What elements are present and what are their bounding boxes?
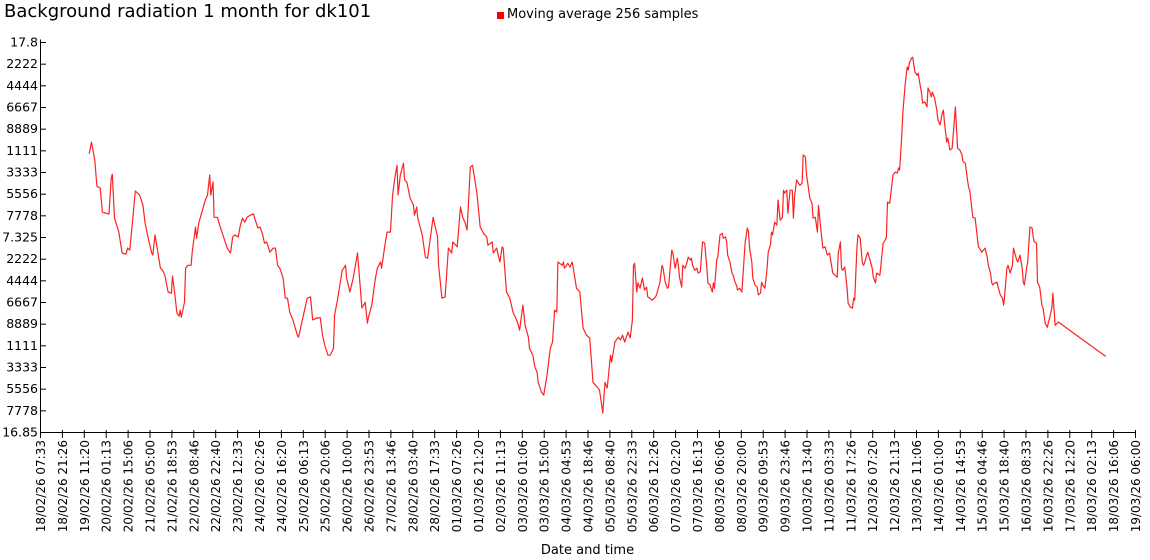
y-tick-label: 4444 [6, 78, 38, 93]
y-tick-label: 16.85 [2, 425, 38, 440]
x-tick-label: 10/03/26 13:40 [801, 440, 815, 532]
x-tick-label: 24/02/26 16:20 [275, 440, 289, 532]
x-tick-label: 09/03/26 23:46 [779, 440, 793, 532]
x-tick-label: 01/03/26 07:26 [450, 440, 464, 532]
x-tick-label: 18/02/26 21:26 [56, 440, 70, 532]
x-tick-label: 16/03/26 08:33 [1020, 440, 1034, 532]
legend-label: Moving average 256 samples [507, 7, 699, 22]
x-tick-label: 26/02/26 23:53 [363, 440, 377, 532]
x-tick-label: 28/02/26 03:40 [406, 440, 420, 532]
x-tick-label: 04/03/26 18:46 [582, 440, 596, 532]
x-tick-label: 18/02/26 07:33 [34, 440, 48, 532]
x-tick-label: 19/03/26 06:00 [1129, 440, 1143, 532]
x-tick-label: 20/02/26 01:13 [100, 440, 114, 532]
series-line [88, 56, 1107, 414]
x-tick-label: 28/02/26 17:33 [428, 440, 442, 532]
x-tick-label: 07/03/26 16:13 [691, 440, 705, 532]
x-tick-label: 07/03/26 02:20 [669, 440, 683, 532]
y-tick-label: 4444 [6, 273, 38, 288]
x-tick-label: 18/03/26 02:13 [1085, 440, 1099, 532]
x-tick-label: 22/02/26 22:40 [209, 440, 223, 532]
x-tick-label: 14/03/26 01:00 [932, 440, 946, 532]
x-tick-label: 06/03/26 12:26 [647, 440, 661, 532]
y-tick-label: 8889 [6, 121, 38, 136]
x-tick-label: 04/03/26 04:53 [560, 440, 574, 532]
x-tick-label: 03/03/26 15:00 [538, 440, 552, 532]
legend-marker-icon [497, 11, 504, 19]
y-tick-label: 8889 [6, 316, 38, 331]
x-tick-label: 11/03/26 03:33 [822, 440, 836, 532]
x-tick-label: 24/02/26 02:26 [253, 440, 267, 532]
x-tick-label: 15/03/26 18:40 [998, 440, 1012, 532]
x-tick-label: 23/02/26 12:33 [231, 440, 245, 532]
y-tick-label: 6667 [6, 295, 38, 310]
y-tick-label: 5556 [6, 381, 38, 396]
x-tick-label: 27/02/26 13:46 [384, 440, 398, 532]
chart-title: Background radiation 1 month for dk101 [4, 1, 372, 22]
x-tick-label: 01/03/26 21:20 [472, 440, 486, 532]
y-tick-label: 3333 [6, 165, 38, 180]
x-tick-label: 26/02/26 10:00 [341, 440, 355, 532]
x-axis-label: Date and time [540, 543, 635, 558]
x-tick-label: 08/03/26 06:06 [713, 440, 727, 532]
x-tick-label: 12/03/26 07:20 [866, 440, 880, 532]
x-tick-label: 25/02/26 20:06 [319, 440, 333, 532]
x-tick-label: 09/03/26 09:53 [757, 440, 771, 532]
y-tick-label: 1111 [6, 338, 38, 353]
y-tick-label: 2222 [6, 251, 38, 266]
x-tick-label: 18/03/26 16:06 [1107, 440, 1121, 532]
y-tick-label: 3333 [6, 360, 38, 375]
y-tick-label: 2222 [6, 56, 38, 71]
x-tick-label: 21/02/26 05:00 [144, 440, 158, 532]
x-tick-label: 05/03/26 08:40 [603, 440, 617, 532]
x-tick-label: 11/03/26 17:26 [844, 440, 858, 532]
legend: Moving average 256 samples [497, 7, 698, 22]
y-tick-label: 5556 [6, 186, 38, 201]
x-tick-label: 05/03/26 22:33 [625, 440, 639, 532]
x-tick-label: 14/03/26 14:53 [954, 440, 968, 532]
y-tick-label: 7778 [6, 403, 38, 418]
x-tick-label: 02/03/26 11:13 [494, 440, 508, 532]
x-tick-label: 15/03/26 04:46 [976, 440, 990, 532]
x-tick-label: 17/03/26 12:20 [1063, 440, 1077, 532]
y-tick-label: 1111 [6, 143, 38, 158]
y-tick-label: 6667 [6, 100, 38, 115]
y-tick-label: 7.325 [2, 230, 38, 245]
y-tick-label: 7778 [6, 208, 38, 223]
x-tick-label: 13/03/26 11:06 [910, 440, 924, 532]
x-tick-label: 22/02/26 08:46 [187, 440, 201, 532]
x-tick-label: 25/02/26 06:13 [297, 440, 311, 532]
x-tick-label: 08/03/26 20:00 [735, 440, 749, 532]
y-tick-label: 17.8 [10, 35, 38, 50]
x-tick-label: 16/03/26 22:26 [1041, 440, 1055, 532]
x-tick-label: 03/03/26 01:06 [516, 440, 530, 532]
x-tick-label: 21/02/26 18:53 [165, 440, 179, 532]
x-tick-label: 12/03/26 21:13 [888, 440, 902, 532]
x-tick-label: 19/02/26 11:20 [78, 440, 92, 532]
x-tick-label: 20/02/26 15:06 [122, 440, 136, 532]
